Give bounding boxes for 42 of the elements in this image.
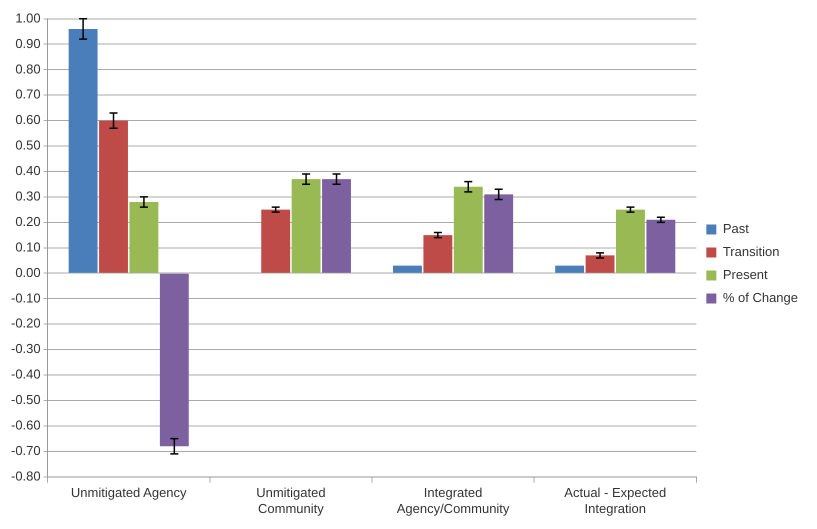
y-tick-label: 0.30	[15, 188, 41, 204]
legend-label: Transition	[722, 244, 780, 260]
y-tick-label: -0.30	[10, 341, 41, 356]
bar	[555, 266, 584, 273]
y-tick-label: -0.70	[10, 442, 41, 458]
y-tick-label: -0.40	[10, 366, 41, 382]
bar	[129, 202, 158, 273]
y-tick-label: 1.00	[15, 10, 41, 26]
bar	[393, 266, 422, 273]
bar	[292, 179, 321, 273]
x-tick-label: Integrated Agency/Community	[396, 485, 510, 516]
legend-label: % of Change	[722, 290, 798, 306]
x-tick-label: Unmitigated Community	[256, 485, 326, 516]
x-tick-label: Actual - Expected Integration	[564, 485, 666, 516]
bar	[322, 179, 351, 273]
legend-label: Present	[722, 267, 768, 282]
bar	[160, 274, 189, 446]
y-tick-label: 0.90	[15, 36, 41, 51]
y-tick-label: 0.80	[15, 61, 41, 76]
y-tick-label: -0.10	[10, 290, 41, 306]
y-tick-label: 0.40	[15, 163, 41, 178]
y-tick-label: 0.10	[15, 239, 41, 254]
bar	[454, 186, 483, 273]
y-tick-label: 0.20	[15, 214, 41, 229]
y-tick-label: 0.00	[15, 264, 41, 280]
y-tick-label: 0.70	[15, 86, 41, 102]
y-tick-label: -0.50	[10, 392, 41, 408]
bar	[99, 120, 128, 273]
bar	[586, 255, 614, 273]
bar	[484, 194, 514, 273]
x-tick-label: Unmitigated Agency	[70, 485, 188, 500]
legend-label: Past	[722, 221, 750, 236]
y-tick-label: 0.60	[15, 112, 41, 128]
y-tick-label: -0.20	[10, 316, 41, 331]
y-tick-label: -0.60	[10, 417, 41, 432]
bar	[616, 210, 645, 273]
bar	[261, 210, 290, 273]
bar	[68, 28, 98, 273]
y-tick-label: -0.80	[10, 468, 41, 484]
bar	[646, 220, 676, 273]
y-tick-label: 0.50	[15, 138, 41, 153]
bar	[423, 235, 452, 273]
